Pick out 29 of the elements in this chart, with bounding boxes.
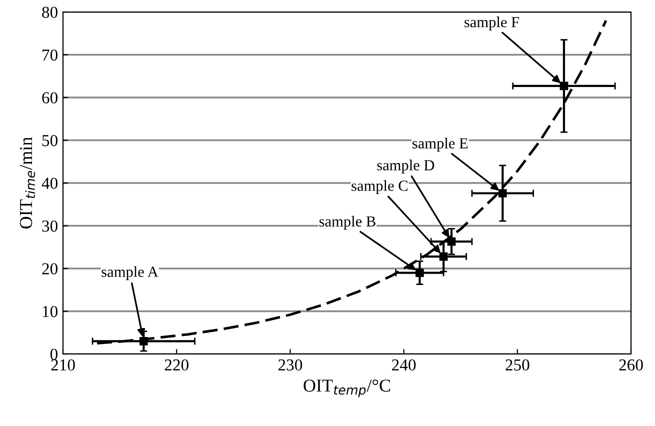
point [139, 337, 148, 346]
x-tick-label: 260 [619, 359, 643, 371]
x-tick-label: 210 [51, 359, 75, 371]
annotation: sample C [352, 180, 408, 194]
y-tick-label: 0 [50, 348, 58, 360]
y-tick-label: 40 [42, 178, 58, 189]
annotation: sample F [464, 16, 519, 30]
x-axis-title: OIT$_{temp}$/°C [304, 380, 390, 398]
y-tick-label: 10 [42, 306, 58, 318]
y-tick-label: 50 [42, 134, 58, 146]
point [560, 82, 568, 90]
point [416, 268, 424, 277]
annotation: sample A [102, 266, 158, 280]
y-tick-label: 30 [42, 220, 58, 232]
point [447, 237, 456, 246]
y-tick-label: 70 [42, 49, 58, 61]
x-tick-label: 240 [392, 359, 416, 371]
point [439, 252, 448, 261]
x-tick-label: 220 [164, 359, 188, 371]
y-axis-title: OIT$_{time}$/min [20, 137, 36, 228]
point [498, 189, 507, 198]
y-tick-label: 60 [42, 92, 58, 104]
x-tick-label: 230 [278, 359, 302, 371]
annotation: sample D [377, 160, 434, 174]
annotation: sample B [319, 216, 376, 230]
y-tick-label: 80 [42, 6, 58, 18]
y-tick-label: 20 [42, 263, 58, 274]
x-tick-label: 250 [506, 359, 530, 371]
annotation: sample E [412, 138, 468, 152]
